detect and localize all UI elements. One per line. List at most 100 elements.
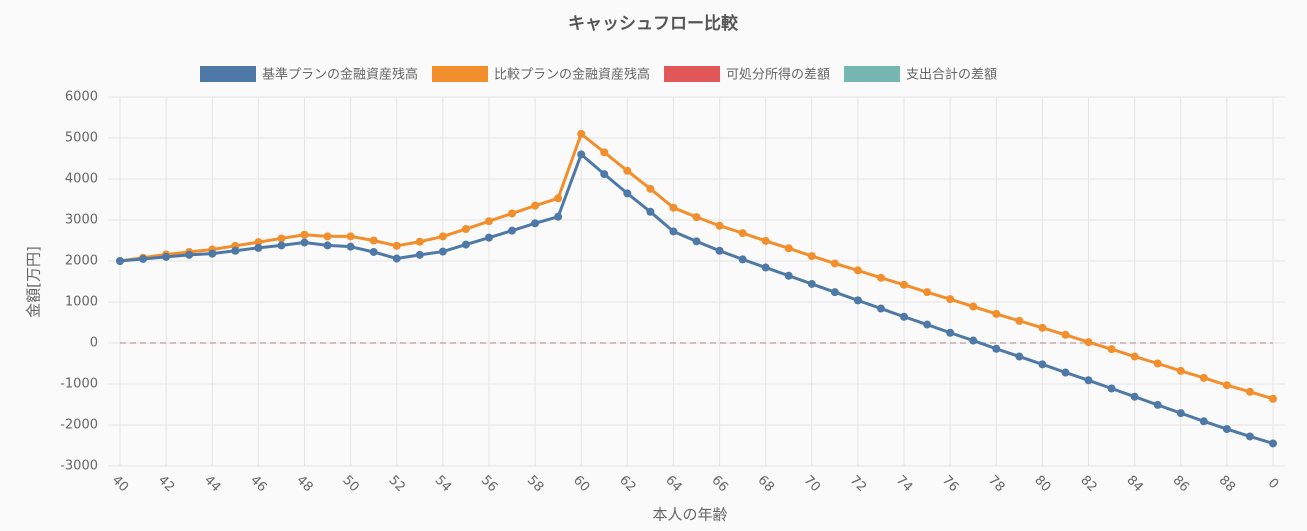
- data-point: [784, 244, 793, 253]
- data-point: [392, 254, 401, 263]
- data-point: [807, 252, 816, 261]
- data-point: [554, 212, 563, 221]
- x-axis-label: 本人の年齢: [652, 506, 727, 524]
- data-point: [1199, 417, 1208, 426]
- data-point: [531, 219, 540, 228]
- y-tick-label: 2000: [65, 254, 98, 269]
- data-point: [323, 241, 332, 250]
- data-point: [946, 295, 955, 304]
- data-point: [646, 184, 655, 193]
- data-point: [1015, 352, 1024, 361]
- y-tick-label: 3000: [65, 213, 98, 228]
- data-point: [254, 238, 263, 247]
- data-point: [415, 237, 424, 246]
- y-tick-label: 4000: [65, 172, 98, 187]
- data-point: [1107, 384, 1116, 393]
- data-point: [1015, 316, 1024, 325]
- data-point: [1176, 409, 1185, 418]
- data-point: [484, 233, 493, 242]
- chart-title: キャッシュフロー比較: [568, 13, 739, 34]
- data-point: [1084, 376, 1093, 385]
- data-point: [438, 247, 447, 256]
- data-point: [623, 189, 632, 198]
- data-point: [323, 232, 332, 241]
- data-point: [531, 201, 540, 210]
- data-point: [277, 241, 286, 250]
- data-point: [554, 194, 563, 203]
- data-point: [1107, 345, 1116, 354]
- data-point: [1245, 387, 1254, 396]
- data-point: [853, 266, 862, 275]
- data-point: [600, 170, 609, 179]
- data-point: [300, 230, 309, 239]
- data-point: [1130, 352, 1139, 361]
- data-point: [577, 129, 586, 138]
- y-tick-label: -3000: [60, 459, 98, 474]
- data-point: [646, 207, 655, 216]
- data-point: [715, 246, 724, 255]
- data-point: [876, 273, 885, 282]
- y-tick-label: 6000: [65, 90, 98, 105]
- y-tick-label: 0: [90, 336, 98, 351]
- data-point: [1176, 366, 1185, 375]
- data-point: [946, 328, 955, 337]
- data-point: [277, 234, 286, 243]
- data-point: [992, 309, 1001, 318]
- data-point: [484, 217, 493, 226]
- data-point: [577, 150, 586, 159]
- data-point: [1269, 439, 1277, 448]
- data-point: [346, 242, 355, 251]
- data-point: [969, 302, 978, 311]
- data-point: [1153, 400, 1162, 409]
- data-point: [900, 280, 909, 289]
- data-point: [508, 226, 517, 235]
- data-point: [461, 225, 470, 234]
- data-point: [900, 312, 909, 321]
- data-point: [692, 213, 701, 222]
- data-point: [669, 203, 678, 212]
- y-axis-label: 金額[万円]: [25, 246, 43, 318]
- data-point: [1245, 432, 1254, 441]
- legend-swatch: [432, 66, 489, 82]
- data-point: [1038, 360, 1047, 369]
- data-point: [969, 336, 978, 345]
- data-point: [208, 249, 217, 258]
- data-point: [415, 250, 424, 259]
- data-point: [254, 243, 263, 252]
- y-tick-label: -1000: [60, 377, 98, 392]
- legend: 基準プランの金融資産残高 比較プランの金融資産残高 可処分所得の差額 支出合計の差額: [200, 66, 997, 83]
- data-point: [508, 209, 517, 218]
- data-point: [853, 296, 862, 305]
- data-point: [231, 246, 240, 255]
- data-point: [438, 232, 447, 241]
- data-point: [392, 241, 401, 250]
- data-point: [738, 255, 747, 264]
- data-point: [923, 320, 932, 329]
- data-point: [139, 254, 148, 263]
- data-point: [1153, 359, 1162, 368]
- data-point: [116, 257, 124, 265]
- legend-label: 支出合計の差額: [906, 67, 997, 83]
- data-point: [669, 227, 678, 236]
- data-point: [692, 237, 701, 246]
- legend-swatch: [200, 66, 256, 82]
- data-point: [761, 236, 770, 245]
- legend-swatch: [844, 66, 901, 82]
- y-tick-label: 1000: [65, 295, 98, 310]
- legend-label: 可処分所得の差額: [726, 67, 830, 83]
- data-point: [162, 252, 171, 261]
- data-point: [623, 166, 632, 175]
- data-point: [1199, 373, 1208, 382]
- data-point: [1061, 330, 1070, 339]
- data-point: [346, 232, 355, 241]
- data-point: [761, 263, 770, 272]
- data-point: [461, 240, 470, 249]
- data-point: [830, 259, 839, 268]
- data-point: [1084, 338, 1093, 347]
- data-point: [1061, 368, 1070, 377]
- y-tick-label: 5000: [65, 131, 98, 146]
- data-point: [300, 238, 309, 247]
- data-point: [1269, 394, 1277, 403]
- data-point: [1222, 381, 1231, 390]
